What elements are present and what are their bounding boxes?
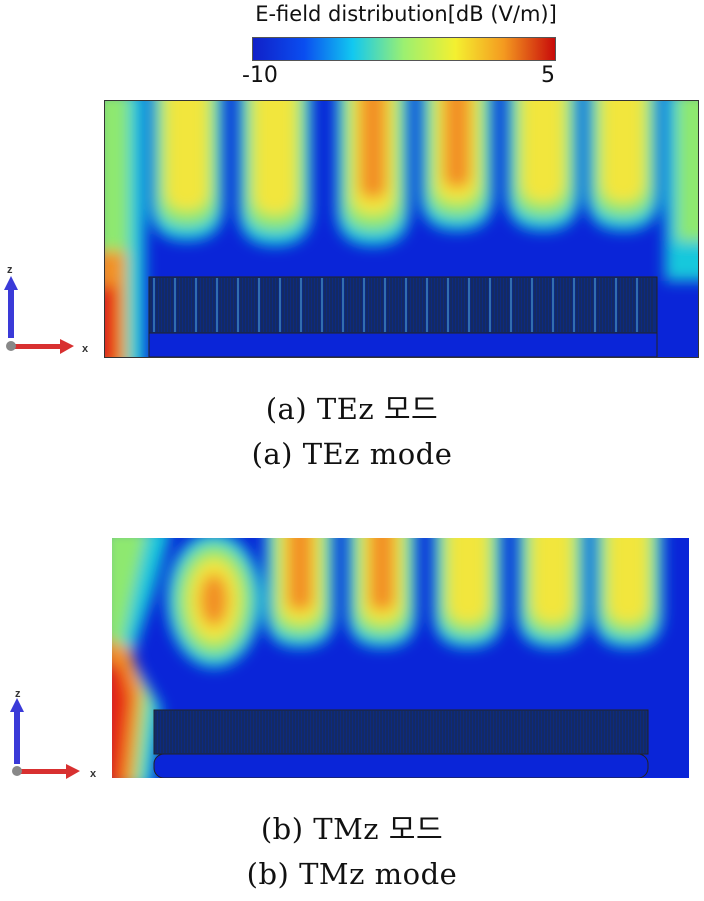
left-edge-field xyxy=(112,663,130,778)
field-plot-tmz xyxy=(112,538,689,778)
caption-b-korean: (b) TMz 모드 xyxy=(260,812,444,846)
z-axis-arrow-head xyxy=(10,698,24,712)
substrate-layer xyxy=(153,753,649,778)
field-lobe xyxy=(200,574,228,626)
x-axis-arrow-head xyxy=(60,339,74,354)
field-plot-tez xyxy=(104,100,699,358)
z-axis-label: z xyxy=(7,264,13,276)
x-axis-arrow-shaft xyxy=(18,769,72,774)
axis-triad-tmz: z x xyxy=(10,688,97,780)
field-lobe xyxy=(287,538,313,611)
axis-triad-tez: z x xyxy=(4,264,89,355)
z-axis-arrow-shaft xyxy=(8,282,14,338)
x-axis-label: x xyxy=(90,768,97,780)
field-map-tez xyxy=(105,101,698,357)
x-axis-label: x xyxy=(82,343,89,355)
field-lobe xyxy=(369,538,395,611)
colorbar-gradient xyxy=(252,37,556,61)
left-edge-field xyxy=(105,286,117,357)
field-lobe xyxy=(607,538,649,624)
z-axis-arrow-shaft xyxy=(14,704,20,764)
caption-a-english: (a) TEz mode xyxy=(251,437,453,471)
field-map-tmz xyxy=(112,538,689,778)
colorbar-max-label: 5 xyxy=(541,63,555,88)
substrate-layer xyxy=(148,332,658,357)
field-lobe xyxy=(165,101,209,211)
field-lobe xyxy=(443,101,471,188)
field-lobe xyxy=(531,538,573,624)
grating-structure-tmz xyxy=(153,709,649,778)
colorbar-title: E-field distribution[dB (V/m)] xyxy=(255,2,557,26)
field-lobe xyxy=(521,101,565,203)
caption-b-english: (b) TMz mode xyxy=(246,857,458,891)
x-axis-arrow-shaft xyxy=(12,344,66,349)
caption-a-korean: (a) TEz 모드 xyxy=(265,392,439,426)
axis-origin xyxy=(6,341,16,351)
colorbar-min-label: -10 xyxy=(242,63,278,88)
field-lobe xyxy=(601,101,645,203)
z-axis-label: z xyxy=(15,688,21,700)
field-lobe xyxy=(253,101,297,215)
field-lobe xyxy=(359,101,387,199)
grating-structure-tez xyxy=(148,276,658,357)
x-axis-arrow-head xyxy=(66,764,80,779)
axis-origin xyxy=(12,766,22,776)
field-lobe xyxy=(447,538,489,624)
z-axis-arrow-head xyxy=(4,276,18,290)
grating-layer xyxy=(153,709,649,755)
field-lobe xyxy=(677,101,698,241)
